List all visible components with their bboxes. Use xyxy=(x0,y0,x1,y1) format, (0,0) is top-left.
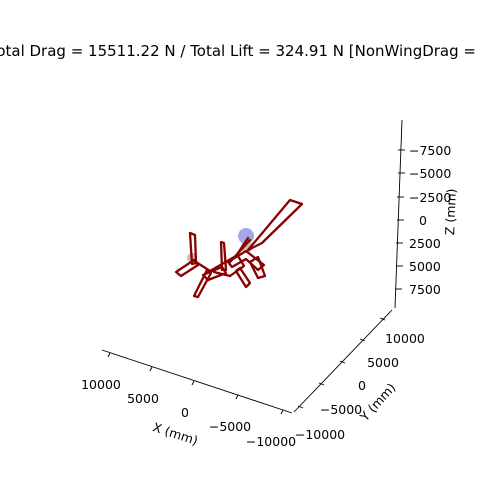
z-axis-label: Z (mm) xyxy=(442,188,459,235)
z-axis: −7500 −5000 −2500 0 2500 5000 7500 Z (mm… xyxy=(394,119,459,309)
z-tick-label: −2500 xyxy=(409,190,451,205)
x-axis-line xyxy=(101,349,293,414)
x-tick-mark xyxy=(149,366,153,372)
y-tick-label: −10000 xyxy=(295,427,345,442)
center-strut xyxy=(219,240,228,272)
y-tick-label: −5000 xyxy=(320,402,362,417)
chart-title: Total Drag = 15511.22 N / Total Lift = 3… xyxy=(0,42,480,60)
right-frame xyxy=(226,249,266,272)
y-tick-mark xyxy=(297,405,304,409)
z-tick-label: −5000 xyxy=(409,166,451,181)
y-tick-mark xyxy=(379,317,386,321)
x-tick-label: −5000 xyxy=(209,419,251,434)
z-axis-line xyxy=(394,119,403,309)
y-tick-label: 5000 xyxy=(367,355,399,370)
left-tail xyxy=(174,258,200,278)
y-tick-label: 0 xyxy=(358,378,366,393)
x-tick-mark xyxy=(191,380,195,386)
right-tail xyxy=(248,255,267,280)
y-tick-mark xyxy=(359,338,366,342)
center-frame xyxy=(201,265,228,282)
z-tick-label: 5000 xyxy=(409,259,441,274)
z-tick-label: −7500 xyxy=(409,143,451,158)
x-tick-mark xyxy=(280,409,284,415)
z-tick-label: 7500 xyxy=(409,282,441,297)
lower-brace xyxy=(212,254,246,278)
y-tick-mark xyxy=(339,360,346,364)
y-axis-line xyxy=(293,309,393,413)
y-tick-label: 10000 xyxy=(385,331,425,346)
x-tick-label: 5000 xyxy=(127,391,159,406)
x-tick-label: 0 xyxy=(181,405,189,420)
x-tick-mark xyxy=(235,394,239,400)
lower-leg xyxy=(192,268,213,299)
z-tick-label: 2500 xyxy=(409,236,441,251)
structure-plot xyxy=(174,198,304,299)
x-tick-mark xyxy=(107,352,111,358)
wing-frame xyxy=(246,198,304,252)
x-tick-label: −10000 xyxy=(246,434,296,449)
z-tick-label: 0 xyxy=(419,213,427,228)
center-brace xyxy=(194,236,250,273)
x-tick-label: 10000 xyxy=(81,377,121,392)
y-tick-mark xyxy=(318,382,325,386)
